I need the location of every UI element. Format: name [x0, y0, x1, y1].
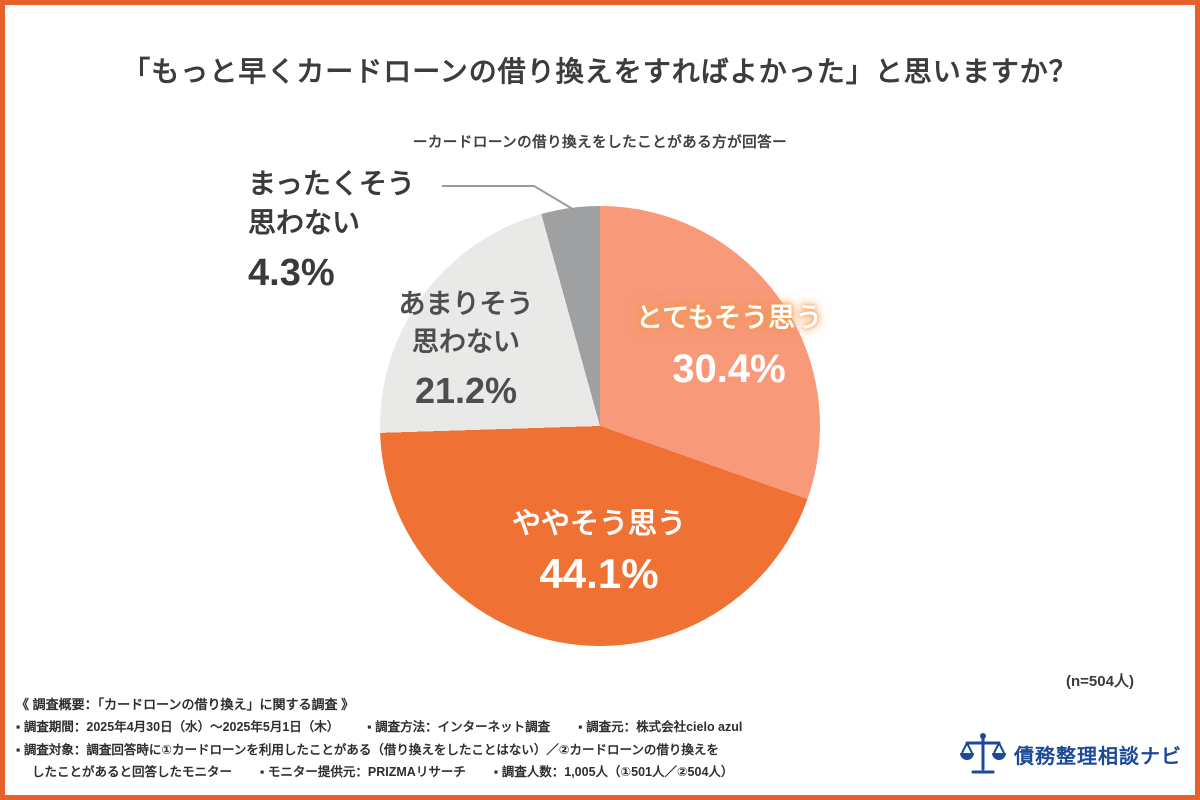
slice-percent-text: 30.4%	[672, 346, 786, 391]
brand-logo-text: 債務整理相談ナビ	[1014, 745, 1182, 768]
pie-label-not-at-all: まったくそう 思わない 4.3%	[248, 164, 458, 298]
slice-label-text: とてもそう思う	[635, 303, 823, 333]
survey-overview-row3: したことがあると回答したモニター ▪ モニター提供元：PRIZMAリサーチ ▪ 調査…	[16, 766, 946, 779]
pie-label-strongly-agree: とてもそう思う 30.4%	[598, 302, 860, 394]
survey-period: ▪ 調査期間：2025年4月30日（水）〜2025年5月1日（木）	[16, 720, 340, 734]
slice-label-line2: 思わない	[412, 326, 520, 357]
slice-percent-text: 44.1%	[539, 550, 659, 598]
survey-source: ▪ 調査元：株式会社cielo azul	[578, 720, 743, 734]
brand-logo: 債務整理相談ナビ	[959, 730, 1182, 778]
slice-label-text: ややそう思う	[511, 508, 686, 540]
survey-overview-row2: ▪ 調査対象：調査回答時に①カードローンを利用したことがある（借り換えをしたこと…	[16, 742, 946, 757]
slice-label-text: あまりそう 思わない	[380, 286, 552, 362]
pie-label-not-really: あまりそう 思わない 21.2%	[380, 286, 552, 413]
chart-subtitle: ーカードローンの借り換えをしたことがある方が回答ー	[412, 135, 788, 151]
slice-percent-text: 4.3%	[248, 252, 335, 295]
chart-title: 「もっと早くカードローンの借り換えをすればよかった」と思いますか？	[122, 56, 1078, 87]
slice-label-text: まったくそう 思わない	[248, 164, 458, 242]
survey-overview: 《 調査概要：「カードローンの借り換え」に関する調査 》 ▪ 調査期間：2025…	[16, 698, 946, 789]
respondent-count: ▪ 調査人数：1,005人（①501人／②504人）	[493, 765, 734, 779]
slice-label-line2: 思わない	[248, 207, 361, 239]
pie-label-somewhat-agree: ややそう思う 44.1%	[468, 506, 730, 601]
survey-target-continued: したことがあると回答したモニター	[32, 765, 233, 779]
pie-chart	[380, 206, 820, 646]
scales-of-justice-icon	[960, 733, 1006, 774]
slice-label-line1: まったくそう	[248, 168, 415, 199]
slice-label-line1: あまりそう	[398, 289, 534, 319]
slice-percent-text: 21.2%	[414, 369, 518, 411]
survey-method: ▪ 調査方法：インターネット調査	[367, 720, 551, 734]
monitor-provider: ▪ モニター提供元：PRIZMAリサーチ	[260, 765, 466, 779]
sample-size-note: (n=504人)	[1066, 673, 1134, 690]
survey-target: ▪ 調査対象：調査回答時に①カードローンを利用したことがある（借り換えをしたこと…	[16, 742, 719, 757]
survey-overview-row1: ▪ 調査期間：2025年4月30日（水）〜2025年5月1日（木） ▪ 調査方法：…	[16, 721, 946, 734]
survey-overview-heading: 《 調査概要：「カードローンの借り換え」に関する調査 》	[16, 697, 355, 712]
